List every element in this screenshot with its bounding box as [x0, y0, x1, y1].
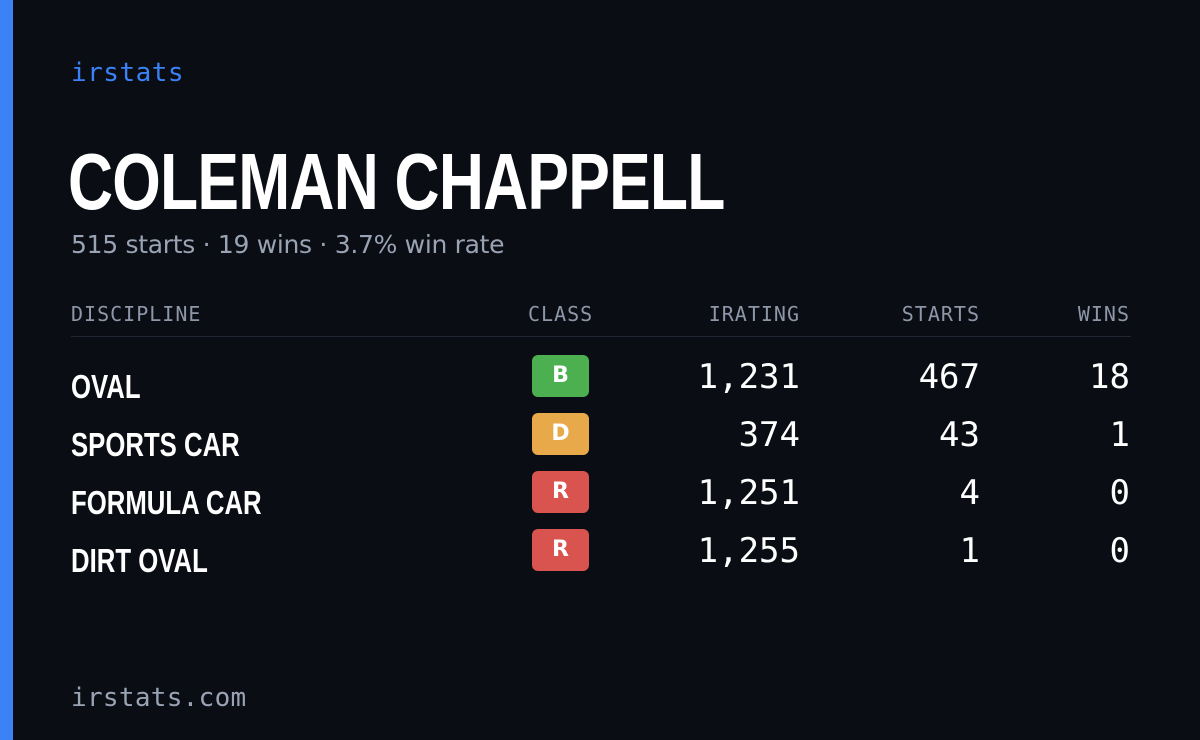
wins-value: 0 [1109, 473, 1130, 513]
irating-value: 1,255 [697, 531, 800, 571]
starts-value: 467 [918, 357, 980, 397]
starts-value: 1 [959, 531, 980, 571]
header-irating: IRATING [708, 302, 800, 326]
discipline-name: SPORTS CAR [71, 426, 240, 463]
irating-value: 1,231 [697, 357, 800, 397]
discipline-name: DIRT OVAL [71, 542, 208, 579]
discipline-name: OVAL [71, 368, 141, 405]
table-row: DIRT OVAL R 1,255 1 0 [71, 529, 1131, 593]
header-class: CLASS [528, 302, 594, 326]
license-class-badge: B [532, 355, 589, 397]
irating-value: 374 [738, 415, 800, 455]
wins-value: 18 [1089, 357, 1130, 397]
license-class-badge: R [532, 529, 589, 571]
license-class-badge: R [532, 471, 589, 513]
header-wins: WINS [1077, 302, 1130, 326]
header-starts: STARTS [901, 302, 980, 326]
table-row: OVAL B 1,231 467 18 [71, 355, 1131, 419]
starts-value: 43 [939, 415, 980, 455]
table-row: FORMULA CAR R 1,251 4 0 [71, 471, 1131, 535]
license-class-badge: D [532, 413, 589, 455]
career-summary: 515 starts · 19 wins · 3.7% win rate [71, 230, 505, 259]
accent-bar [0, 0, 13, 740]
table-row: SPORTS CAR D 374 43 1 [71, 413, 1131, 477]
wins-value: 0 [1109, 531, 1130, 571]
discipline-name: FORMULA CAR [71, 484, 262, 521]
stats-table-header: DISCIPLINE CLASS IRATING STARTS WINS [71, 298, 1131, 337]
header-discipline: DISCIPLINE [71, 302, 202, 326]
starts-value: 4 [959, 473, 980, 513]
brand-logo: irstats [71, 58, 185, 88]
irating-value: 1,251 [697, 473, 800, 513]
footer-site-link[interactable]: irstats.com [71, 683, 247, 713]
wins-value: 1 [1109, 415, 1130, 455]
player-name: COLEMAN CHAPPELL [68, 137, 725, 226]
